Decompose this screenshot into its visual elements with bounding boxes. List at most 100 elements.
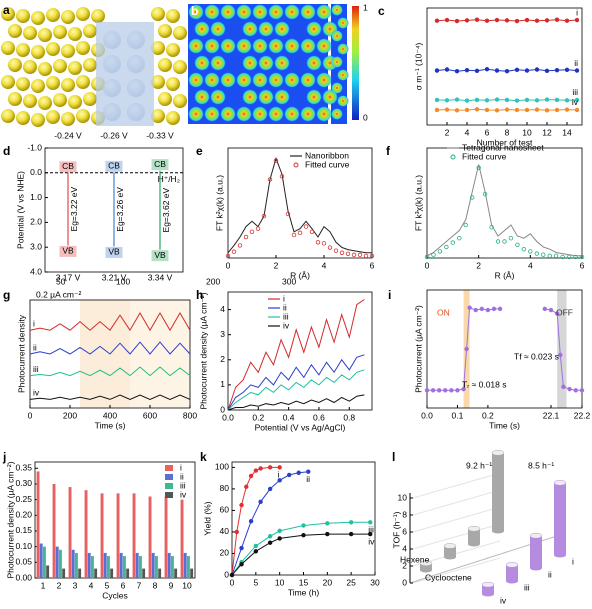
data-point — [434, 97, 440, 103]
atom — [91, 9, 105, 23]
panel-label: j — [2, 450, 6, 464]
data-point — [253, 543, 259, 549]
vb-box — [151, 250, 169, 262]
data-point — [309, 229, 315, 235]
y-tick-label: 0 — [224, 569, 229, 579]
grid-line — [412, 489, 501, 516]
bar — [52, 483, 56, 578]
bar — [116, 493, 120, 578]
data-point — [567, 386, 572, 392]
x-tick-label: 400 — [103, 410, 117, 420]
data-point — [253, 468, 259, 473]
data-point — [454, 97, 460, 102]
data-point — [554, 67, 560, 73]
series-label: ii — [574, 58, 578, 68]
legend-label: Fitted curve — [305, 159, 350, 169]
bar — [468, 528, 480, 544]
bar — [103, 552, 107, 578]
data-point — [277, 536, 282, 541]
panel-label: h — [196, 288, 203, 302]
data-point — [524, 97, 530, 103]
series-line — [227, 156, 372, 254]
bar-top — [467, 525, 481, 532]
series-label: i — [278, 470, 280, 480]
heat-spot — [306, 55, 322, 71]
atom — [76, 41, 90, 55]
bar — [68, 487, 72, 578]
data-point — [497, 306, 503, 312]
y-tick-label: -1.0 — [27, 142, 42, 152]
data-point — [434, 18, 440, 23]
atom — [68, 61, 82, 75]
data-point — [495, 239, 501, 244]
grid-line — [412, 557, 501, 584]
data-point — [504, 68, 510, 74]
z-tick-label: 10 — [398, 492, 408, 502]
atom — [31, 79, 45, 93]
atom — [83, 24, 97, 38]
data-point — [225, 253, 231, 259]
atom — [151, 41, 165, 55]
data-point — [514, 18, 520, 24]
data-point — [351, 252, 357, 258]
plot-frame — [227, 147, 373, 259]
vb-label: VB — [62, 246, 74, 256]
bar — [167, 552, 171, 578]
bar — [135, 552, 139, 578]
data-point — [249, 229, 255, 235]
data-point — [327, 245, 333, 250]
panel-label: c — [378, 4, 385, 18]
bar — [132, 493, 136, 578]
panel-label: g — [3, 288, 10, 302]
heat-spot — [306, 89, 322, 105]
y-axis-title: TOF (h⁻¹) — [391, 511, 401, 548]
annotation: Tf ≈ 0.023 s — [514, 351, 559, 361]
data-point — [464, 346, 469, 352]
data-point — [368, 520, 373, 525]
series-line — [231, 521, 371, 576]
bar — [506, 564, 518, 581]
heat-spot — [242, 55, 258, 71]
category-label: iii — [524, 582, 530, 592]
x-tick-label: 2 — [274, 260, 279, 270]
data-point — [363, 253, 369, 259]
y-tick-label: 0 — [220, 404, 225, 414]
gap-label: Eg=3.22 eV — [69, 186, 79, 231]
heat-spot — [337, 69, 349, 81]
data-point — [237, 243, 243, 248]
data-point — [574, 107, 580, 113]
data-point — [277, 465, 282, 470]
x-tick-label: 800 — [183, 410, 197, 420]
bar — [62, 568, 66, 578]
annotation: 8.5 h⁻¹ — [528, 460, 554, 470]
data-point — [489, 224, 494, 230]
data-point — [474, 107, 480, 112]
data-point — [345, 251, 351, 257]
x-axis-title: Time (s) — [95, 420, 126, 430]
data-point — [573, 254, 578, 260]
data-point — [279, 174, 285, 179]
series-label: iv — [33, 388, 40, 398]
heat-spot — [194, 21, 210, 37]
atom — [173, 60, 187, 74]
cb-value: -0.26 V — [100, 130, 128, 140]
heat-spot — [300, 106, 316, 122]
x-tick-label: 8 — [153, 580, 158, 590]
data-point — [574, 97, 580, 103]
data-point — [424, 254, 430, 260]
data-point — [474, 97, 480, 103]
data-point — [306, 469, 311, 474]
atom — [68, 95, 82, 109]
atom — [53, 25, 67, 39]
x-axis-title: Time (s) — [489, 420, 520, 430]
x-tick-label: 25 — [346, 577, 356, 587]
x-tick-label: 0.2 — [252, 412, 264, 422]
data-point — [434, 107, 440, 113]
z-tick-label: 2 — [402, 560, 407, 570]
x-axis-title: Time (h) — [288, 587, 319, 597]
x-tick-label: 6 — [580, 260, 585, 270]
panel-label: d — [3, 144, 10, 158]
data-point — [544, 68, 550, 74]
y-tick-label: 0.35 — [15, 463, 32, 473]
legend-swatch — [293, 162, 299, 168]
